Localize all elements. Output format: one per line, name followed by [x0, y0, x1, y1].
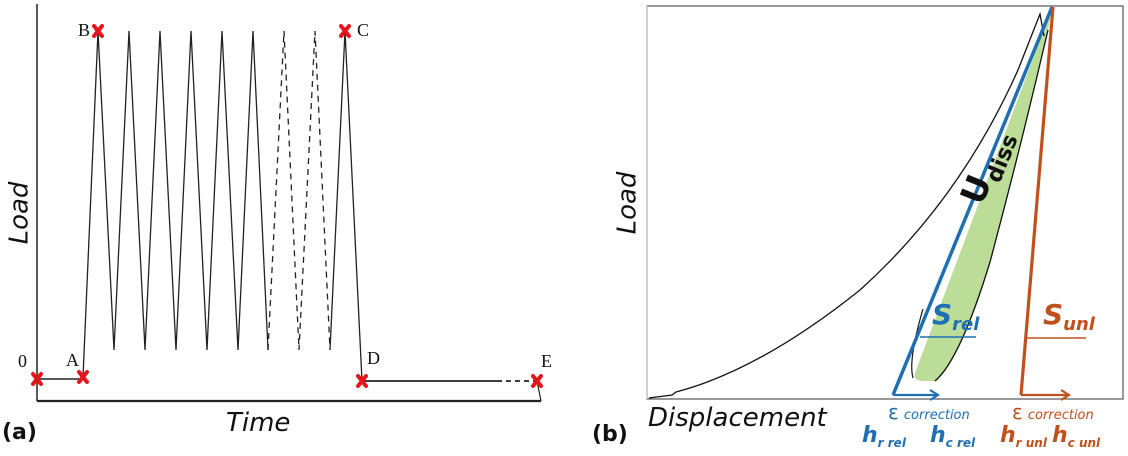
hr-unl-subscript: r unl	[1015, 436, 1047, 450]
marker-d-icon	[356, 374, 368, 388]
rel-arrowhead-icon	[929, 389, 941, 401]
marker-a-icon	[77, 370, 89, 384]
hc-rel-subscript: c rel	[945, 436, 976, 450]
hc-unl-subscript: c unl	[1067, 436, 1101, 450]
s-rel-label: Srel	[932, 298, 979, 335]
reloading-curve-tail	[911, 308, 924, 379]
panel-b-x-label: Displacement	[648, 403, 827, 433]
s-rel-subscript: rel	[952, 314, 980, 335]
marker-e-icon	[531, 374, 543, 388]
hr-rel-label: hr rel	[862, 423, 906, 450]
dissipated-energy-area	[914, 8, 1052, 381]
hr-unl-symbol: h	[1000, 423, 1016, 448]
point-label-0: 0	[18, 351, 27, 371]
point-markers	[31, 24, 543, 388]
panel-a-x-label: Time	[226, 408, 291, 438]
solid-cycles-line	[82, 30, 269, 378]
hc-rel-symbol: h	[930, 423, 946, 448]
unl-correction-label: ε correction	[1012, 400, 1094, 424]
loading-curve	[648, 11, 1045, 399]
epsilon-rel: ε	[888, 400, 899, 424]
rel-correction-label: ε correction	[888, 400, 970, 424]
marker-c-icon	[339, 24, 351, 38]
point-label-e: E	[541, 351, 552, 371]
panel-b-plot	[646, 5, 1124, 401]
unload-stiffness-line	[1019, 6, 1055, 396]
correction-rel-text: correction	[903, 408, 970, 423]
point-label-d: D	[367, 348, 380, 368]
dashed-cycles-line	[267, 30, 331, 351]
panel-a-plot	[31, 4, 543, 403]
s-unl-subscript: unl	[1063, 314, 1095, 335]
hc-rel-label: hc rel	[930, 423, 976, 450]
final-cycle-line	[329, 30, 363, 382]
panel-b-y-label: Load	[612, 171, 643, 235]
panel-b-label: (b)	[592, 422, 628, 447]
point-label-b: B	[78, 20, 91, 40]
hr-unl-label: hr unl	[1000, 423, 1047, 450]
hc-unl-symbol: h	[1052, 423, 1068, 448]
unl-arrowhead-icon	[1060, 389, 1072, 401]
unloading-curve	[934, 29, 1049, 382]
point-label-a: A	[66, 350, 79, 370]
hc-unl-label: hc unl	[1052, 423, 1101, 450]
s-unl-symbol: S	[1043, 298, 1064, 331]
reload-stiffness-line	[891, 6, 1054, 396]
correction-unl-text: correction	[1027, 408, 1094, 423]
panel-a-y-label: Load	[4, 181, 35, 245]
marker-0-icon	[31, 372, 43, 386]
hr-rel-symbol: h	[862, 423, 878, 448]
point-label-c: C	[357, 20, 370, 40]
panel-a-label: (a)	[2, 420, 37, 445]
s-rel-symbol: S	[932, 298, 953, 331]
panel-b-frame	[646, 5, 1124, 400]
marker-b-icon	[92, 24, 104, 38]
epsilon-unl: ε	[1012, 400, 1023, 424]
hr-rel-subscript: r rel	[877, 436, 906, 450]
s-unl-label: Sunl	[1043, 298, 1095, 335]
